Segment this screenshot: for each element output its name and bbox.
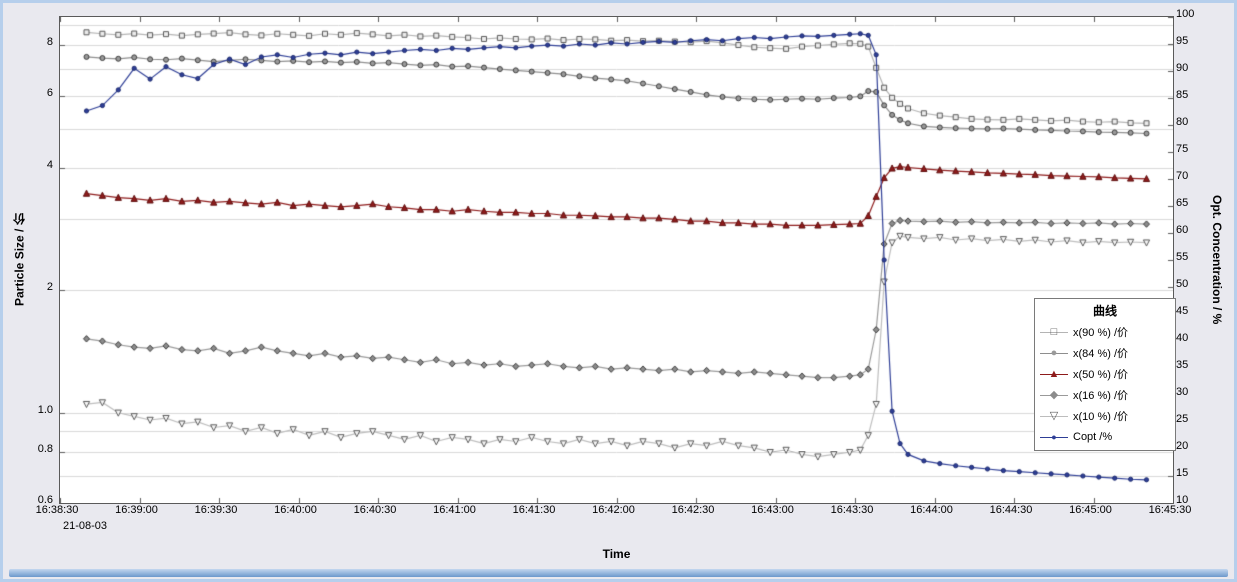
right-axis-tick-label: 20 bbox=[1176, 440, 1189, 452]
x-axis-tick-label: 16:45:00 bbox=[1069, 504, 1112, 516]
legend-item-label: x(10 %) /价 bbox=[1073, 410, 1129, 423]
right-axis-tick-label: 65 bbox=[1176, 197, 1189, 209]
triangle-down-legend-marker-icon: ▽ bbox=[1039, 409, 1069, 423]
x-axis-tick-label: 16:40:00 bbox=[274, 504, 317, 516]
legend-item-label: x(84 %) /价 bbox=[1073, 347, 1129, 360]
square-legend-marker-icon: □ bbox=[1039, 325, 1069, 339]
diamond-legend-marker-icon: ◆ bbox=[1039, 388, 1069, 402]
triangle-up-legend-marker-icon: ▲ bbox=[1039, 367, 1069, 381]
x-axis-tick-label: 16:41:30 bbox=[512, 504, 556, 516]
x-axis-tick-label: 16:40:30 bbox=[353, 504, 397, 516]
x-axis-tick-label: 16:42:30 bbox=[671, 504, 715, 516]
x-axis-title: Time bbox=[602, 547, 631, 561]
circle-legend-marker-icon: ● bbox=[1039, 346, 1069, 360]
right-axis-tick-label: 100 bbox=[1176, 8, 1195, 20]
x-axis-tick-label: 16:39:00 bbox=[115, 504, 158, 516]
right-axis-tick-label: 15 bbox=[1176, 467, 1189, 479]
right-axis-tick-label: 25 bbox=[1176, 413, 1189, 425]
legend-item-label: x(16 %) /价 bbox=[1073, 389, 1129, 402]
x-axis-tick-label: 16:43:30 bbox=[830, 504, 874, 516]
left-axis-tick-label: 8 bbox=[46, 36, 53, 49]
legend-item[interactable]: ● x(84 %) /价 bbox=[1039, 342, 1171, 363]
x-axis-tick-label: 16:44:00 bbox=[910, 504, 953, 516]
right-axis-tick-label: 30 bbox=[1176, 386, 1189, 398]
legend-item-label: x(50 %) /价 bbox=[1073, 368, 1129, 381]
right-axis-tick-label: 40 bbox=[1176, 332, 1189, 344]
bottom-resize-bar bbox=[9, 569, 1228, 577]
right-axis-tick-label: 10 bbox=[1176, 494, 1189, 506]
legend-title: 曲线 bbox=[1092, 304, 1117, 318]
legend-item[interactable]: ◆ x(16 %) /价 bbox=[1039, 384, 1171, 405]
left-axis-tick-label: 6 bbox=[46, 87, 53, 100]
right-axis-tick-label: 35 bbox=[1176, 359, 1189, 371]
right-axis-tick-label: 85 bbox=[1176, 89, 1189, 101]
legend: 曲线 □ x(90 %) /价 ● x(84 %) /价 ▲ x(50 %) /价 ◆ x(1… bbox=[1034, 298, 1176, 451]
legend-item-label: x(90 %) /价 bbox=[1073, 326, 1129, 339]
legend-item[interactable]: ● Copt /% bbox=[1039, 426, 1171, 447]
x-axis-tick-label: 16:43:00 bbox=[751, 504, 794, 516]
x-axis-tick-label: 16:38:30 bbox=[35, 504, 79, 516]
x-axis-tick-label: 16:39:30 bbox=[194, 504, 238, 516]
x-axis-tick-label: 16:42:00 bbox=[592, 504, 635, 516]
legend-item[interactable]: ▽ x(10 %) /价 bbox=[1039, 405, 1171, 426]
legend-item-label: Copt /% bbox=[1073, 430, 1113, 443]
left-axis-tick-label: 0.8 bbox=[37, 443, 53, 456]
plot-area[interactable]: 曲线 □ x(90 %) /价 ● x(84 %) /价 ▲ x(50 %) /价 ◆ x(1… bbox=[59, 16, 1176, 504]
legend-item[interactable]: □ x(90 %) /价 bbox=[1039, 321, 1171, 342]
right-axis-tick-label: 60 bbox=[1176, 224, 1189, 236]
legend-items: □ x(90 %) /价 ● x(84 %) /价 ▲ x(50 %) /价 ◆ x(16 %… bbox=[1039, 321, 1171, 447]
right-axis-tick-label: 95 bbox=[1176, 35, 1189, 47]
date-label: 21-08-03 bbox=[62, 520, 108, 532]
x-axis-tick-label: 16:41:00 bbox=[433, 504, 476, 516]
right-axis-title: Opt. Concentration / % bbox=[1210, 195, 1224, 325]
right-axis-tick-label: 70 bbox=[1176, 170, 1189, 182]
left-axis-tick-label: 0.6 bbox=[37, 494, 53, 506]
left-axis-tick-label: 2 bbox=[46, 281, 53, 294]
right-axis-tick-label: 55 bbox=[1176, 251, 1189, 263]
circle-small-legend-marker-icon: ● bbox=[1039, 430, 1069, 444]
legend-item[interactable]: ▲ x(50 %) /价 bbox=[1039, 363, 1171, 384]
x-axis-tick-label: 16:44:30 bbox=[989, 504, 1033, 516]
x-axis-tick-label: 16:45:30 bbox=[1148, 504, 1192, 516]
right-axis-tick-label: 80 bbox=[1176, 116, 1189, 128]
right-axis-tick-label: 45 bbox=[1176, 305, 1189, 317]
right-axis-tick-label: 75 bbox=[1176, 143, 1189, 155]
left-axis-tick-label: 1.0 bbox=[37, 403, 53, 416]
right-axis-tick-label: 90 bbox=[1176, 62, 1189, 74]
chart-canvas[interactable] bbox=[60, 17, 1173, 503]
left-axis-tick-label: 4 bbox=[46, 158, 53, 171]
right-axis-tick-label: 50 bbox=[1176, 278, 1189, 290]
